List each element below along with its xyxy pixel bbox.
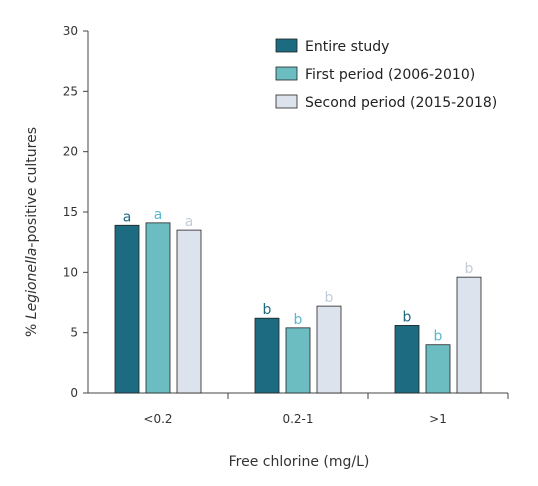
bar-labels: a a a b b b b b b — [123, 207, 474, 345]
bar-annotation: b — [465, 261, 474, 277]
bar-annotation: a — [154, 207, 163, 223]
bars — [114, 222, 482, 394]
y-axis: 0 5 10 15 20 25 30 — [63, 24, 89, 400]
y-tick-label: 15 — [63, 205, 78, 219]
bar — [456, 276, 482, 394]
bar-annotation: a — [185, 214, 194, 230]
legend-entry: Second period (2015-2018) — [305, 95, 497, 111]
y-tick-label: 30 — [63, 24, 78, 38]
x-axis: <0.2 0.2-1 >1 — [88, 392, 509, 426]
bar-annotation: b — [263, 302, 272, 318]
y-tick-label: 10 — [63, 265, 78, 279]
x-axis-title: Free chlorine (mg/L) — [229, 454, 370, 470]
bar-annotation: b — [434, 329, 443, 345]
legend: Entire study First period (2006-2010) Seco… — [275, 38, 497, 111]
y-tick-label: 0 — [70, 386, 78, 400]
bar-annotation: b — [325, 290, 334, 306]
x-tick-label: 0.2-1 — [282, 412, 313, 426]
bar — [425, 344, 451, 394]
y-axis-title-prefix: % — [24, 319, 40, 337]
bar — [114, 224, 140, 394]
y-axis-title-italic: Legionella — [24, 248, 40, 320]
y-axis-title: % Legionella-positive cultures — [24, 127, 40, 337]
legend-swatch — [275, 66, 298, 81]
bar-annotation: b — [403, 309, 412, 325]
x-tick-label: >1 — [429, 412, 447, 426]
bar — [176, 229, 202, 394]
legend-swatch — [275, 94, 298, 109]
y-tick-label: 5 — [70, 326, 78, 340]
legend-swatch — [275, 38, 298, 53]
x-tick-label: <0.2 — [143, 412, 172, 426]
bar-annotation: a — [123, 209, 132, 225]
bar — [394, 325, 420, 394]
bar — [254, 317, 280, 394]
y-tick-label: 25 — [63, 84, 78, 98]
bar — [316, 305, 342, 394]
y-axis-title-suffix: -positive cultures — [24, 127, 40, 248]
y-tick-label: 20 — [63, 145, 78, 159]
bar — [145, 222, 171, 394]
bar-annotation: b — [294, 312, 303, 328]
legend-entry: Entire study — [305, 39, 389, 55]
legend-entry: First period (2006-2010) — [305, 67, 475, 83]
bar — [285, 327, 311, 394]
